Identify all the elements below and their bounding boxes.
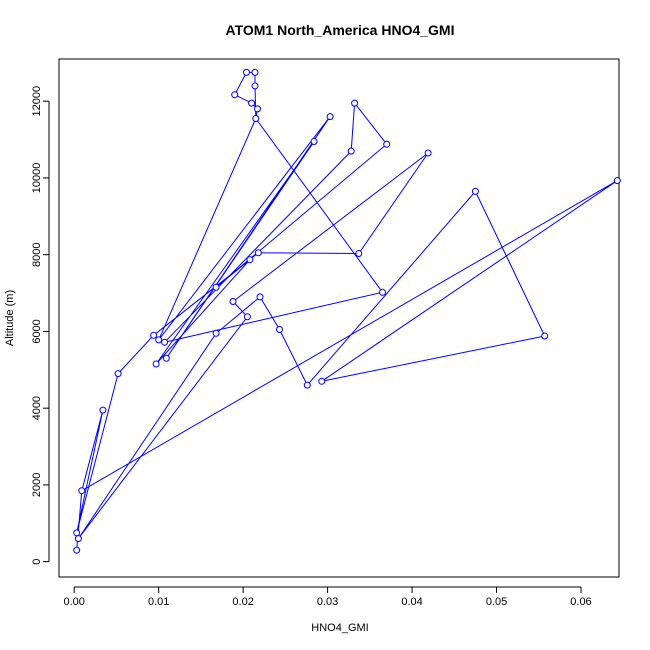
data-point — [248, 99, 256, 107]
data-point — [252, 115, 260, 122]
y-tick-label: 0 — [31, 559, 43, 565]
x-tick-label: 0.02 — [232, 596, 253, 608]
y-axis-label: Altitude (m) — [4, 290, 16, 346]
data-point — [161, 338, 169, 346]
data-point — [73, 546, 81, 554]
data-point — [383, 140, 391, 148]
x-tick-label: 0.00 — [63, 596, 84, 608]
data-point — [276, 326, 283, 333]
y-tick-label: 6000 — [31, 319, 43, 343]
y-tick-label: 4000 — [31, 396, 43, 420]
x-tick-label: 0.03 — [317, 596, 338, 608]
data-point — [243, 68, 250, 76]
x-tick-label: 0.05 — [486, 596, 507, 608]
y-tick-label: 2000 — [31, 473, 43, 497]
x-axis: 0.00 0.01 0.02 0.03 0.04 0.05 0.06 — [63, 586, 592, 608]
data-point — [74, 535, 82, 543]
data-point — [256, 293, 264, 301]
data-point — [254, 249, 262, 257]
data-point — [150, 331, 158, 339]
data-point — [229, 298, 237, 305]
data-point — [231, 91, 239, 99]
data-point — [152, 360, 160, 368]
data-point — [78, 487, 86, 495]
data-point — [73, 529, 81, 537]
data-point — [310, 138, 318, 145]
data-point — [251, 68, 259, 76]
y-axis: 0 2000 4000 6000 8000 10000 12000 — [31, 86, 50, 565]
data-point — [326, 113, 334, 121]
data-point — [424, 149, 432, 157]
plot-frame — [58, 58, 620, 578]
data-point — [212, 329, 220, 337]
data-point — [471, 187, 479, 195]
data-point — [379, 288, 386, 296]
x-axis-label: HNO4_GMI — [311, 622, 368, 634]
data-point — [347, 147, 355, 155]
data-point — [303, 381, 311, 389]
data-point — [246, 256, 254, 264]
series-points — [73, 68, 621, 554]
y-tick-label: 8000 — [31, 242, 43, 266]
data-point — [318, 377, 326, 385]
data-point — [114, 370, 122, 378]
data-point — [155, 336, 163, 344]
x-tick-label: 0.01 — [148, 596, 169, 608]
data-point — [254, 105, 261, 113]
data-point — [613, 177, 621, 185]
data-point — [251, 82, 259, 90]
data-point — [162, 354, 170, 362]
data-point — [541, 332, 549, 340]
chart-title: ATOM1 North_America HNO4_GMI — [226, 22, 455, 38]
data-point — [355, 250, 363, 257]
data-point — [212, 283, 220, 291]
y-tick-label: 10000 — [31, 163, 43, 194]
x-tick-label: 0.04 — [401, 596, 422, 608]
data-point — [99, 406, 107, 414]
data-point — [351, 99, 359, 107]
y-tick-label: 12000 — [31, 86, 43, 117]
data-point — [243, 313, 251, 321]
x-tick-label: 0.06 — [570, 596, 591, 608]
